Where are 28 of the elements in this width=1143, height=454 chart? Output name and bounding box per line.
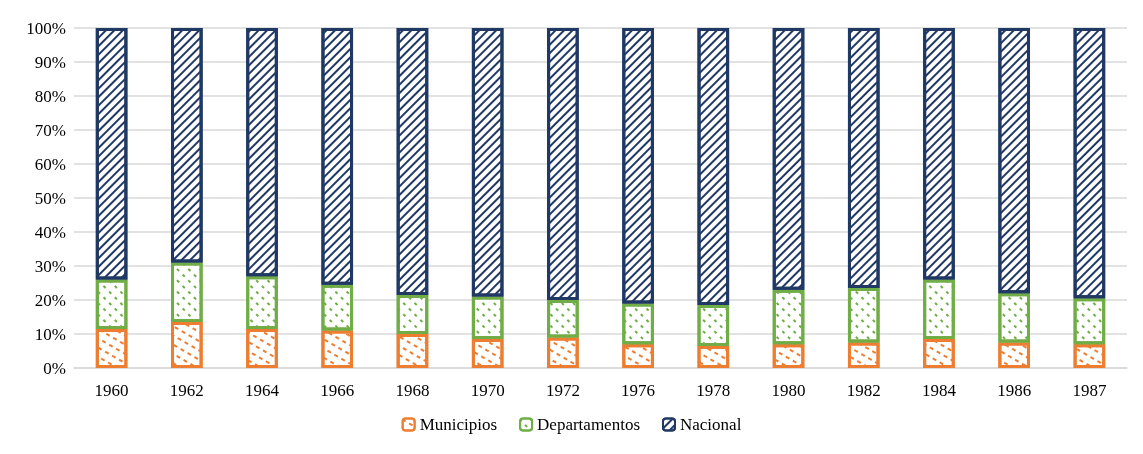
- y-tick-label: 30%: [34, 256, 66, 276]
- y-tick-label: 100%: [26, 18, 66, 38]
- x-tick-label: 1960: [94, 381, 129, 400]
- x-tick-label: 1970: [470, 381, 505, 400]
- y-tick-label: 10%: [34, 324, 66, 344]
- x-tick-label: 1984: [921, 381, 957, 400]
- y-tick-label: 90%: [34, 52, 66, 72]
- y-tick-label: 40%: [34, 222, 66, 242]
- y-tick-label: 50%: [34, 188, 66, 208]
- y-tick-label: 70%: [34, 120, 66, 140]
- x-tick-label: 1980: [771, 381, 806, 400]
- x-tick-label: 1966: [320, 381, 355, 400]
- x-tick-label: 1968: [395, 381, 430, 400]
- legend-label: Departamentos: [537, 415, 640, 434]
- x-tick-label: 1986: [997, 381, 1032, 400]
- x-tick-label: 1962: [169, 381, 204, 400]
- x-tick-label: 1987: [1072, 381, 1107, 400]
- x-tick-label: 1982: [846, 381, 881, 400]
- legend-label: Municipios: [419, 415, 498, 434]
- x-tick-label: 1972: [545, 381, 580, 400]
- y-tick-label: 80%: [34, 86, 66, 106]
- x-tick-label: 1978: [696, 381, 731, 400]
- y-tick-label: 20%: [34, 290, 66, 310]
- legend-label: Nacional: [680, 415, 742, 434]
- x-tick-label: 1964: [245, 381, 280, 400]
- y-tick-label: 0%: [43, 358, 66, 378]
- y-tick-label: 60%: [34, 154, 66, 174]
- x-tick-label: 1976: [621, 381, 656, 400]
